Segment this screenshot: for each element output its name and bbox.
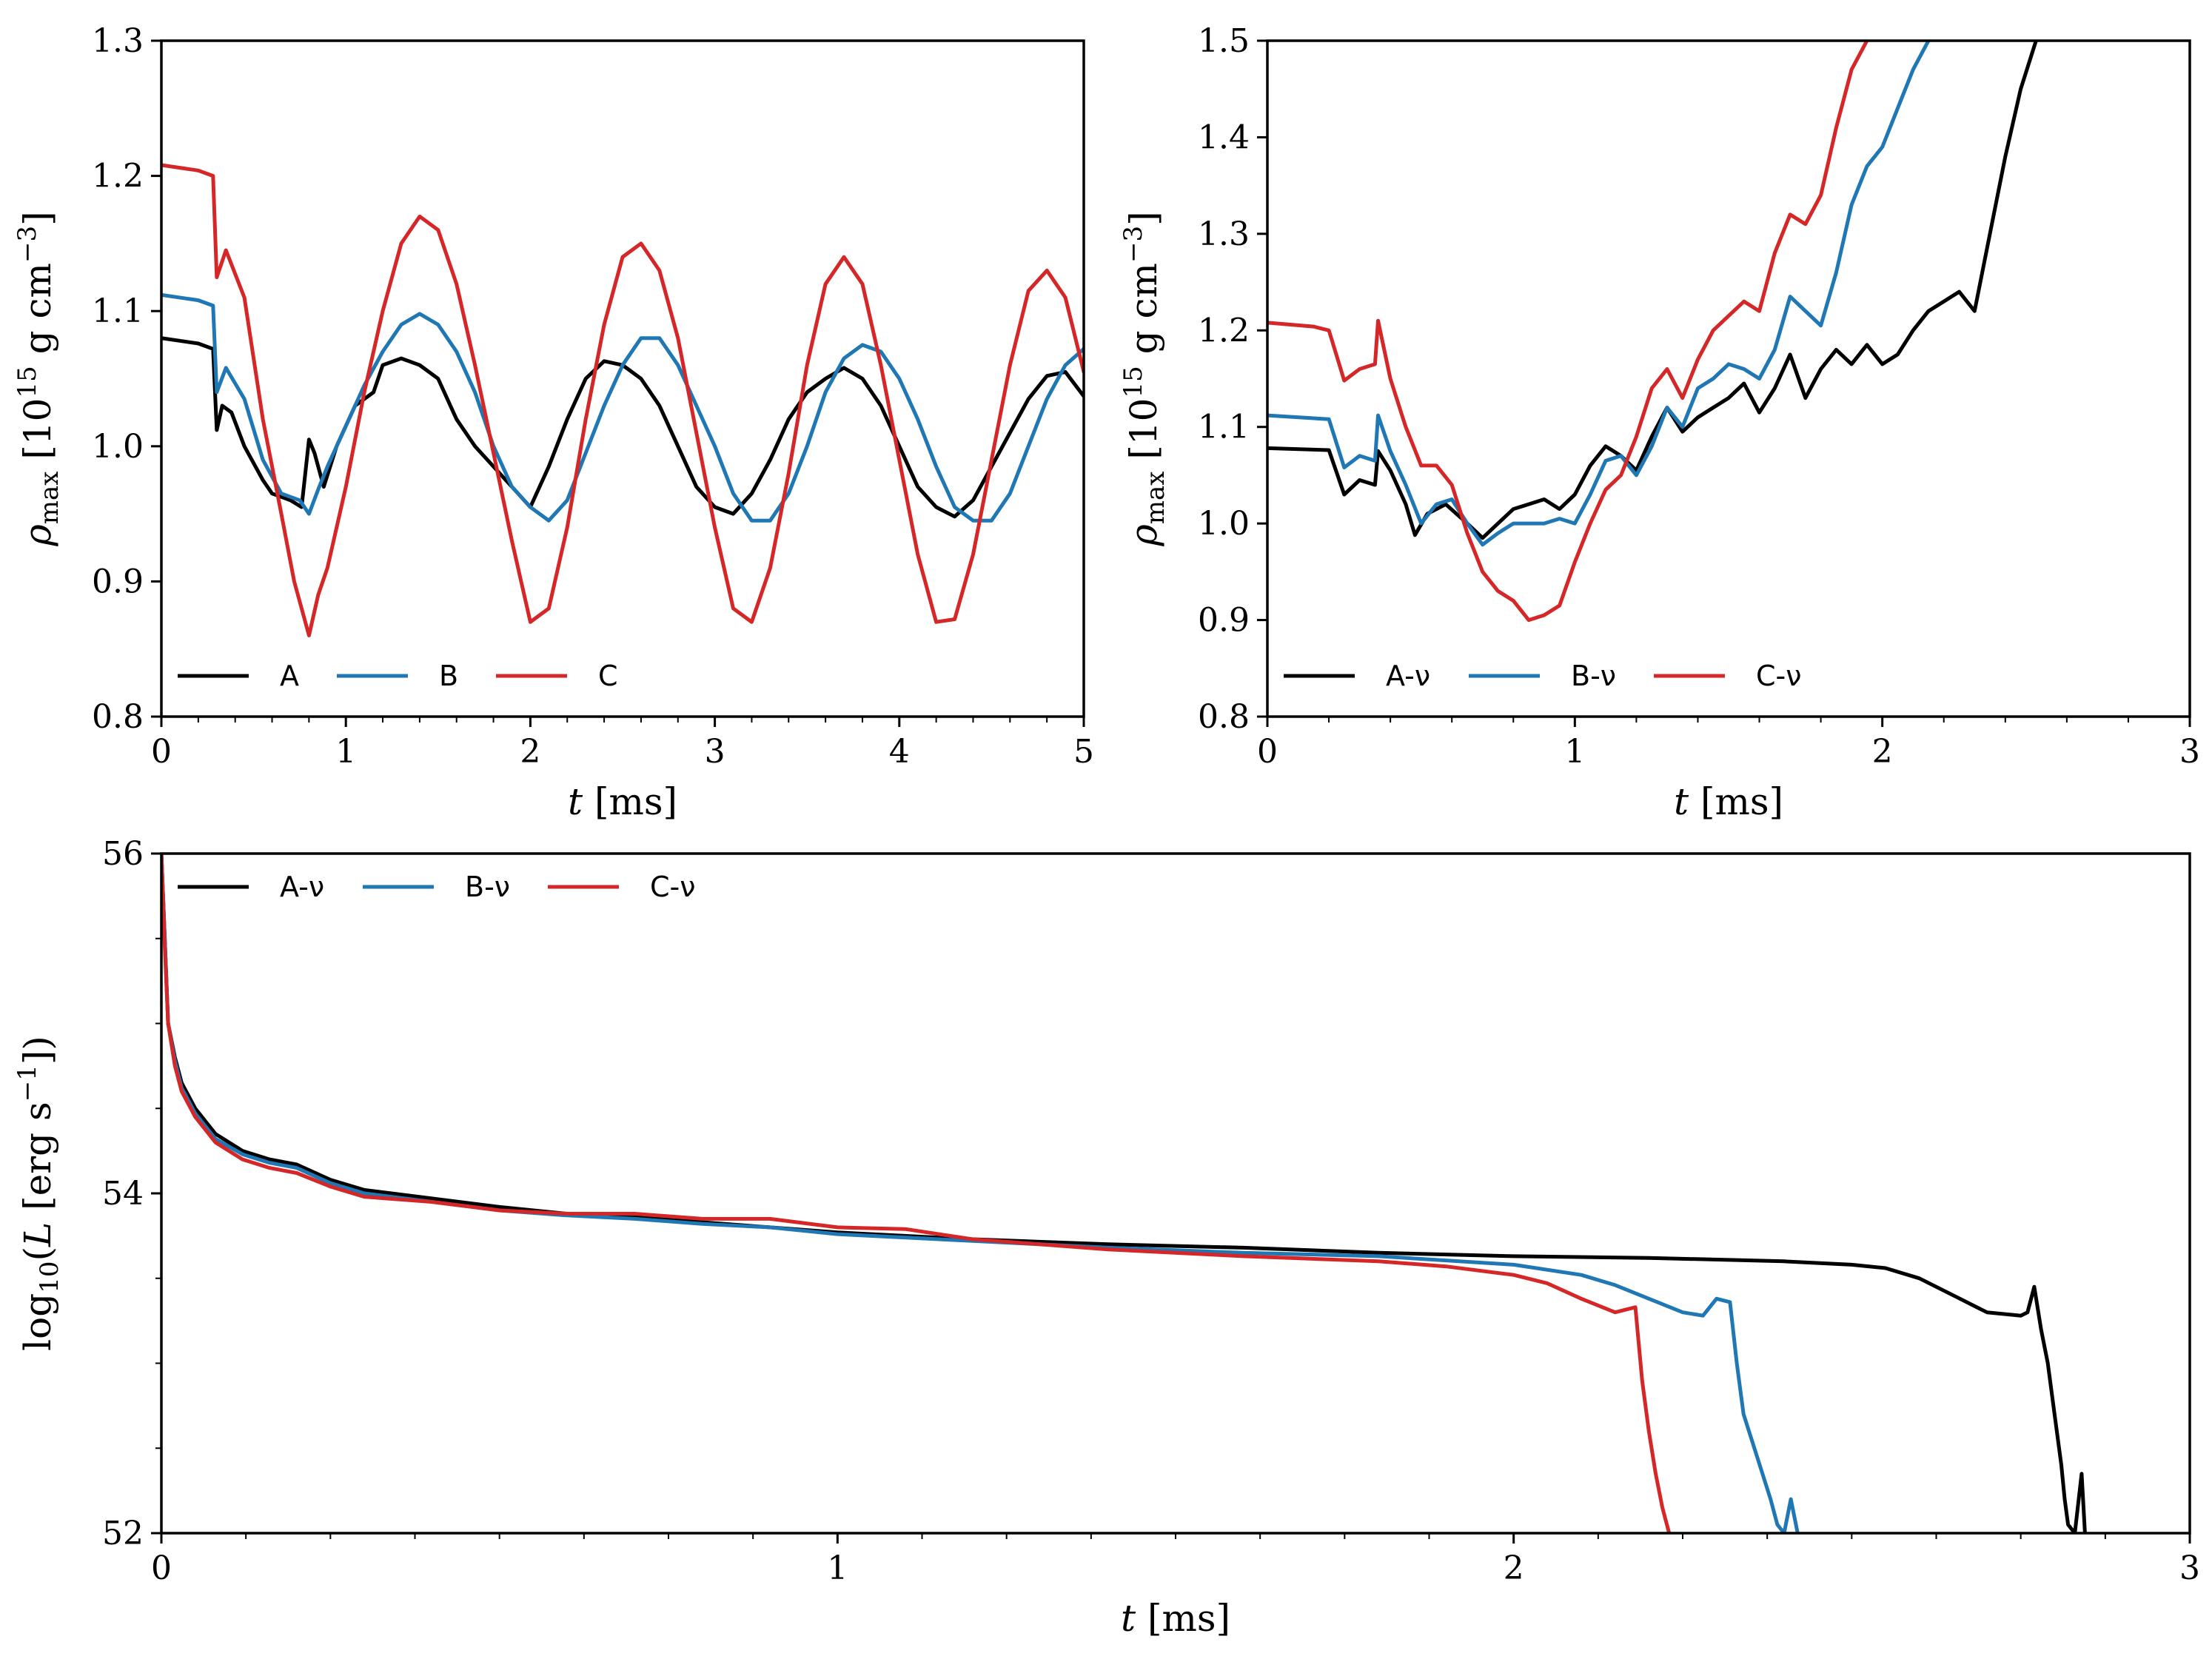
y-axis-label: ρmax [1015 g cm−3] [1119,211,1170,546]
axes-frame [1266,39,2191,718]
x-axis-label: t [ms] [1121,1597,1230,1640]
x-tick-label: 5 [1073,733,1094,771]
x-tick-label: 0 [1257,733,1278,771]
x-axis-label: t [ms] [568,780,677,823]
y-tick-label: 1.0 [92,428,144,466]
y-tick-label: 54 [102,1175,144,1213]
panel-bottom: 0 1 2 3 52 54 56 t [ms] log10(L [erg s−1]) A-ν B-ν… [13,835,2200,1640]
y-tick-label: 56 [102,835,144,873]
series-line-A-nu [161,854,2087,1533]
series-line-C-nu [161,854,1672,1533]
legend-label-C: C-ν [650,871,695,903]
panel-top-left: 0 1 2 3 4 5 0.8 0.9 1.0 1.1 1.2 1.3 t [ms] ρmax [1015… [13,22,1094,823]
series-line-B [161,292,1084,523]
y-tick-label: 0.8 [1198,698,1250,736]
panel-top-right: 0 1 2 3 0.8 0.9 1.0 1.1 1.2 1.3 1.4 1.5 t [ms] ρmax [… [1119,22,2200,823]
y-tick-label: 0.9 [1198,602,1250,640]
legend-label-A: A [280,660,299,692]
series-line-A-nu [1267,41,2038,540]
x-tick-label: 2 [520,733,540,771]
legend-label-C: C-ν [1756,660,1801,692]
y-tick-label: 1.5 [1198,22,1250,60]
y-axis-label: ρmax [1015 g cm−3] [13,211,64,546]
legend-label-A: A-ν [280,871,324,903]
legend-label-B: B-ν [465,871,510,903]
axes-frame [160,852,2191,1535]
series-line-C-nu [1267,41,1869,623]
legend: A-ν B-ν C-ν [1284,660,1801,692]
x-tick-label: 1 [827,1549,848,1587]
x-tick-label: 1 [335,733,356,771]
x-tick-label: 2 [1504,1549,1524,1587]
y-tick-label: 0.8 [92,698,144,736]
legend-label-C: C [598,660,618,692]
y-tick-label: 1.2 [92,158,144,195]
y-tick-label: 1.3 [92,22,144,60]
y-tick-label: 1.1 [92,292,144,330]
y-tick-label: 1.0 [1198,505,1250,543]
y-tick-label: 1.1 [1198,409,1250,446]
legend: A B C [178,660,618,692]
y-tick-label: 0.9 [92,563,144,600]
legend: A-ν B-ν C-ν [178,871,695,903]
y-tick-label: 1.2 [1198,312,1250,349]
axes-frame [160,39,1085,718]
legend-label-A: A-ν [1386,660,1430,692]
series-line-C [161,163,1084,637]
y-tick-label: 1.3 [1198,215,1250,253]
x-tick-label: 3 [2179,1549,2200,1587]
x-tick-label: 0 [151,1549,172,1587]
x-tick-label: 1 [1564,733,1585,771]
y-tick-label: 1.4 [1198,118,1250,156]
series-line-A [161,336,1084,519]
series-line-B-nu [1267,41,1931,547]
x-tick-label: 4 [889,733,910,771]
legend-label-B: B-ν [1571,660,1616,692]
x-tick-label: 3 [2179,733,2200,771]
y-tick-label: 52 [102,1515,144,1552]
x-tick-label: 2 [1872,733,1893,771]
series-line-B-nu [161,854,1800,1533]
y-axis-label: log10(L [erg s−1]) [13,1036,64,1351]
x-axis-label: t [ms] [1674,780,1783,823]
legend-label-B: B [439,660,458,692]
x-tick-label: 3 [705,733,725,771]
x-tick-label: 0 [151,733,172,771]
